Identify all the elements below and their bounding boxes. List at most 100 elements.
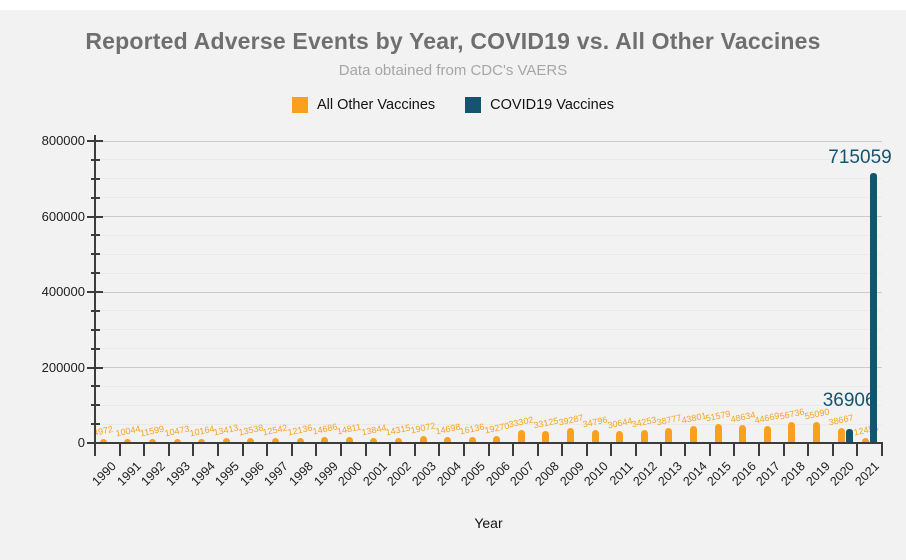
x-tick [831,444,834,456]
x-tick [733,444,736,456]
y-tick [90,177,100,180]
gridline [95,253,882,255]
gridline [95,159,882,161]
bar-other-vaccines [99,439,107,443]
y-tick-label: 800000 [41,133,85,148]
y-tick [90,272,100,275]
x-tick [512,444,515,456]
bar-other-vaccines [370,437,378,443]
bar-other-vaccines [788,421,796,443]
legend-swatch-covid-vaccines [465,97,482,113]
bar-other-vaccines [321,437,329,443]
bar-other-vaccines [616,431,624,443]
bar-other-vaccines [665,428,673,443]
x-tick [94,444,96,456]
x-tick [610,444,613,456]
bar-other-vaccines [640,430,648,443]
y-tick [90,234,100,237]
legend-item-covid-vaccines: COVID19 Vaccines [465,97,614,113]
x-tick [856,444,859,456]
bar-other-vaccines [690,426,698,443]
gridline [95,367,882,368]
x-tick [143,444,146,456]
gridline [95,272,882,274]
x-tick [216,444,219,456]
gridline [95,329,882,331]
y-tick [87,366,103,369]
x-tick [315,444,318,456]
x-tick [684,444,687,456]
x-axis-title: Year [474,515,503,531]
bar-other-vaccines [714,423,722,443]
x-tick [585,444,588,456]
covid-value-label: 715059 [828,147,892,169]
bar-other-vaccines [591,429,599,443]
legend-label-other-vaccines: All Other Vaccines [316,97,436,113]
gridline [95,178,882,180]
x-tick [413,444,416,456]
y-tick [90,347,100,350]
bar-other-vaccines [222,437,230,443]
bar-covid-vaccines [845,429,853,443]
x-tick [192,444,195,456]
y-tick [90,404,100,407]
bar-other-vaccines [468,436,476,443]
bar-other-vaccines [493,435,501,443]
x-tick [266,444,269,456]
x-tick [536,444,539,456]
x-tick [659,444,662,456]
y-tick [90,423,100,426]
bar-other-vaccines [813,422,821,443]
bar-other-vaccines [296,438,304,443]
x-tick [782,444,785,456]
bar-other-vaccines [763,426,771,443]
x-tick [635,444,638,456]
x-tick [241,444,244,456]
x-tick [487,444,490,456]
x-tick [118,444,121,456]
x-tick [758,444,761,456]
y-tick-label: 200000 [41,359,85,375]
gridline [95,291,882,293]
bar-other-vaccines [517,430,525,443]
gridline [95,234,882,236]
gridline [95,216,882,217]
x-tick [438,444,441,456]
bar-other-vaccines [419,435,427,443]
bar-other-vaccines [173,439,181,443]
x-tick [290,444,293,456]
gridline [95,348,882,350]
gridline [95,385,882,387]
bar-other-vaccines [345,437,353,443]
bar-other-vaccines [862,438,870,443]
x-tick [708,444,711,456]
chart-title: Reported Adverse Events by Year, COVID19… [85,28,821,54]
y-tick [90,309,100,312]
x-tick [364,444,367,456]
plot-area: 4972 10044 11599 10473 10164 13413 13538 12542 1… [42,133,892,489]
x-tick [462,444,465,456]
gridline [95,423,882,425]
bar-other-vaccines [247,437,255,443]
x-tick [881,444,883,456]
legend-label-covid-vaccines: COVID19 Vaccines [490,97,615,113]
y-tick [87,140,103,142]
gridline [95,140,882,142]
x-tick [339,444,342,456]
chart-subtitle: Data obtained from CDC's VAERS [338,62,568,79]
y-tick [90,158,100,161]
y-tick-label: 400000 [41,284,85,299]
x-tick [561,444,564,456]
bar-other-vaccines [124,439,132,443]
gridline [95,404,882,406]
bar-other-vaccines [148,438,156,443]
bar-other-vaccines [567,428,575,443]
covid-value-label: 36906 [822,390,876,412]
bar-other-vaccines [394,437,402,443]
y-tick-label: 0 [77,435,85,450]
bar-other-vaccines [542,430,550,443]
x-tick [167,444,170,456]
y-tick [90,196,100,199]
y-tick-label: 600000 [41,208,85,224]
y-tick [90,253,100,256]
